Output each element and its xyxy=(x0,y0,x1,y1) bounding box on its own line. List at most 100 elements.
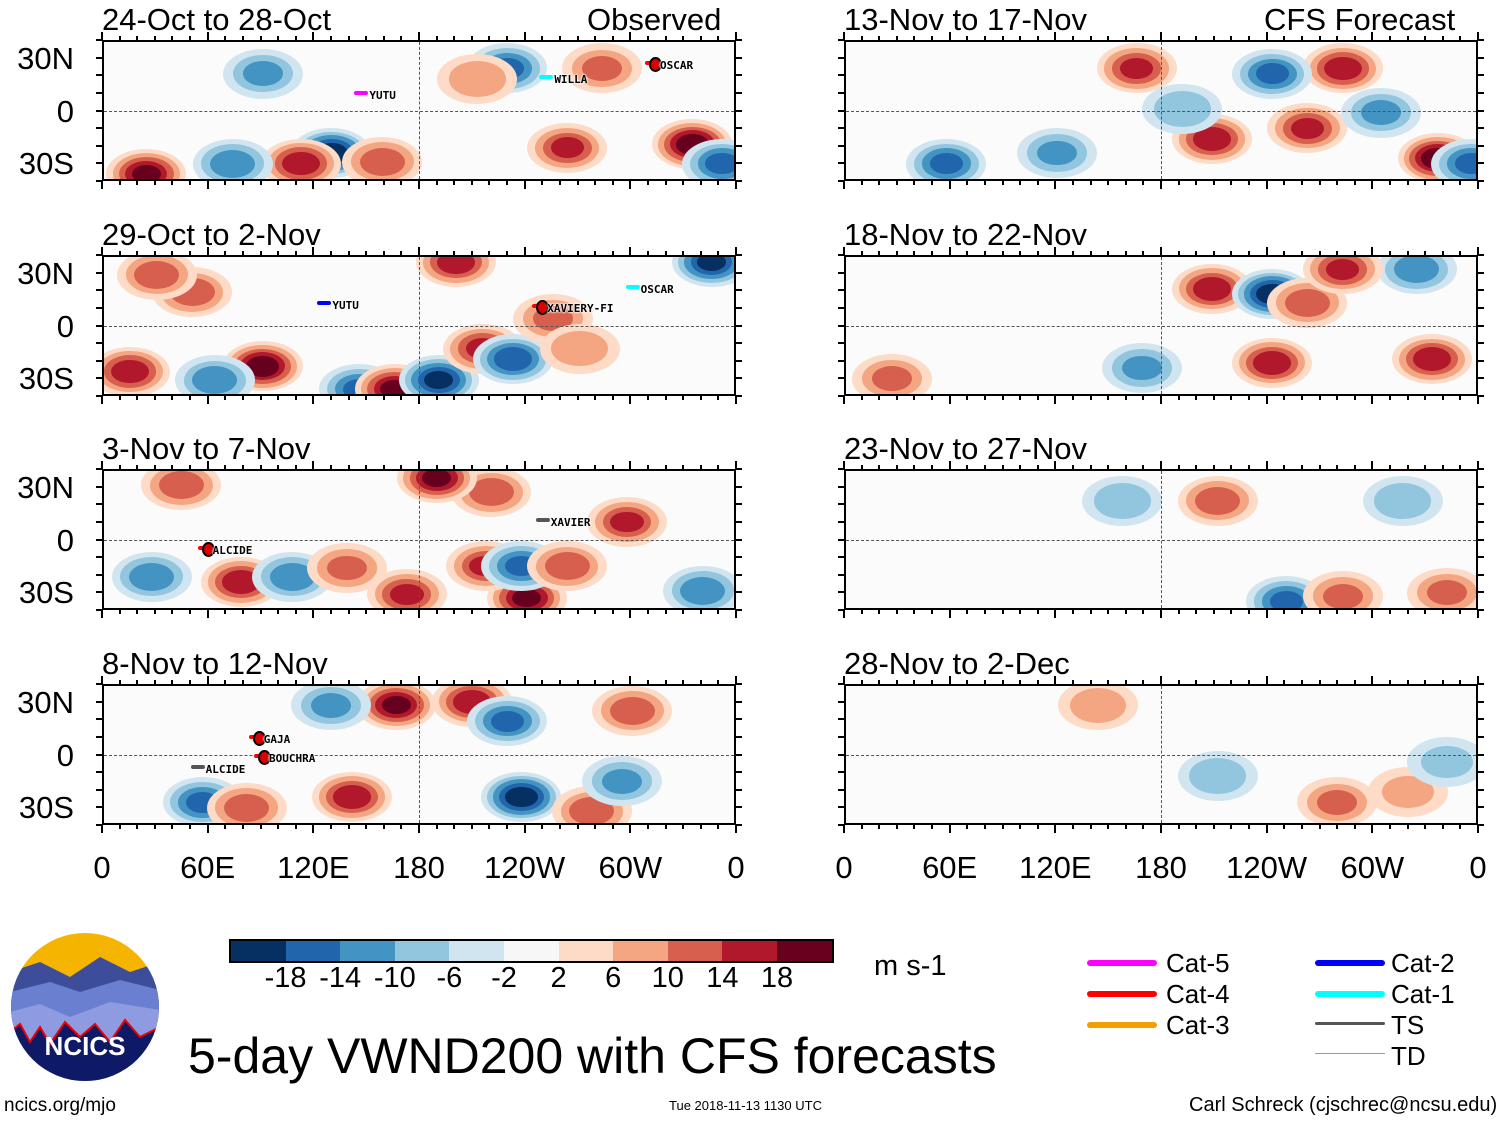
map-panel xyxy=(844,469,1478,610)
axis-tick xyxy=(948,396,951,404)
anomaly-contour xyxy=(311,692,352,718)
panel-title: 28-Nov to 2-Dec xyxy=(844,646,1070,681)
axis-tick xyxy=(558,610,561,614)
axis-tick xyxy=(523,396,526,404)
axis-tick xyxy=(294,396,297,400)
axis-tick xyxy=(838,306,844,309)
axis-tick xyxy=(1124,680,1127,684)
panel-title: 18-Nov to 22-Nov xyxy=(844,217,1087,252)
axis-tick xyxy=(1071,610,1074,614)
axis-tick xyxy=(435,396,438,400)
axis-tick xyxy=(418,461,420,469)
anomaly-contour xyxy=(1322,583,1363,608)
axis-tick xyxy=(329,610,332,614)
axis-tick xyxy=(523,32,526,40)
axis-tick xyxy=(966,396,969,400)
axis-tick xyxy=(1478,683,1484,685)
axis-tick xyxy=(224,181,227,185)
axis-tick xyxy=(294,825,297,829)
axis-tick xyxy=(329,465,332,469)
storm-label: OSCAR xyxy=(659,58,694,72)
anomaly-contour xyxy=(1374,483,1431,519)
axis-tick xyxy=(1353,396,1356,400)
axis-tick xyxy=(347,680,350,684)
axis-tick xyxy=(365,825,368,829)
axis-tick xyxy=(435,181,438,185)
anomaly-contour xyxy=(1290,118,1325,139)
axis-tick xyxy=(1019,251,1022,255)
axis-tick xyxy=(329,181,332,185)
axis-tick xyxy=(576,251,579,255)
anomaly-contour xyxy=(705,153,734,174)
axis-tick xyxy=(1248,181,1251,185)
axis-tick xyxy=(118,610,121,614)
axis-tick xyxy=(96,609,102,611)
axis-tick xyxy=(470,396,473,400)
anomaly-contour xyxy=(1069,687,1127,724)
axis-tick xyxy=(1036,825,1039,829)
axis-tick xyxy=(171,181,174,185)
axis-tick xyxy=(736,556,742,559)
observed-label: Observed xyxy=(587,2,722,37)
axis-tick xyxy=(153,680,156,684)
axis-tick xyxy=(966,610,969,614)
axis-tick xyxy=(629,32,632,40)
axis-tick xyxy=(682,181,685,185)
dateline xyxy=(419,42,420,179)
axis-tick xyxy=(453,680,456,684)
axis-tick xyxy=(682,465,685,469)
axis-tick xyxy=(646,181,649,185)
axis-tick xyxy=(1371,676,1374,684)
axis-tick xyxy=(1371,396,1374,404)
axis-tick xyxy=(682,610,685,614)
axis-tick xyxy=(1054,610,1057,618)
axis-tick xyxy=(594,396,597,400)
axis-tick xyxy=(611,825,614,829)
axis-tick xyxy=(277,396,280,400)
axis-tick xyxy=(736,735,742,738)
axis-tick xyxy=(931,396,934,400)
site-link[interactable]: ncics.org/mjo xyxy=(4,1095,116,1116)
axis-tick xyxy=(1459,396,1462,400)
storm-track xyxy=(317,300,332,305)
hurricane-symbol-icon xyxy=(536,300,550,316)
axis-tick xyxy=(400,396,403,400)
lon-label: 120W xyxy=(1226,850,1308,885)
axis-tick xyxy=(1478,342,1484,345)
axis-tick xyxy=(329,36,332,40)
axis-tick xyxy=(506,396,509,400)
axis-tick xyxy=(1212,396,1215,400)
axis-tick xyxy=(1478,788,1484,791)
axis-tick xyxy=(506,251,509,255)
axis-tick xyxy=(878,465,881,469)
axis-tick xyxy=(189,465,192,469)
axis-tick xyxy=(329,251,332,255)
axis-tick xyxy=(418,825,420,833)
axis-tick xyxy=(895,610,898,614)
anomaly-contour xyxy=(1323,56,1362,81)
axis-tick xyxy=(1478,180,1484,182)
anomaly-contour xyxy=(609,696,655,725)
axis-tick xyxy=(294,36,297,40)
axis-tick xyxy=(1441,251,1444,255)
axis-tick xyxy=(838,254,844,256)
axis-tick xyxy=(576,36,579,40)
axis-tick xyxy=(1283,181,1286,185)
axis-tick xyxy=(96,39,102,41)
axis-tick xyxy=(277,610,280,614)
axis-tick xyxy=(1230,680,1233,684)
axis-tick xyxy=(541,181,544,185)
axis-tick xyxy=(96,771,102,774)
axis-tick xyxy=(1336,181,1339,185)
cat-5-line-icon xyxy=(1087,960,1157,966)
axis-tick xyxy=(646,251,649,255)
axis-tick xyxy=(400,680,403,684)
axis-tick xyxy=(1478,824,1484,826)
axis-tick xyxy=(895,396,898,400)
axis-tick xyxy=(96,718,102,721)
axis-tick xyxy=(241,36,244,40)
axis-tick xyxy=(558,181,561,185)
axis-tick xyxy=(838,377,844,380)
axis-tick xyxy=(1195,181,1198,185)
axis-tick xyxy=(1441,610,1444,614)
